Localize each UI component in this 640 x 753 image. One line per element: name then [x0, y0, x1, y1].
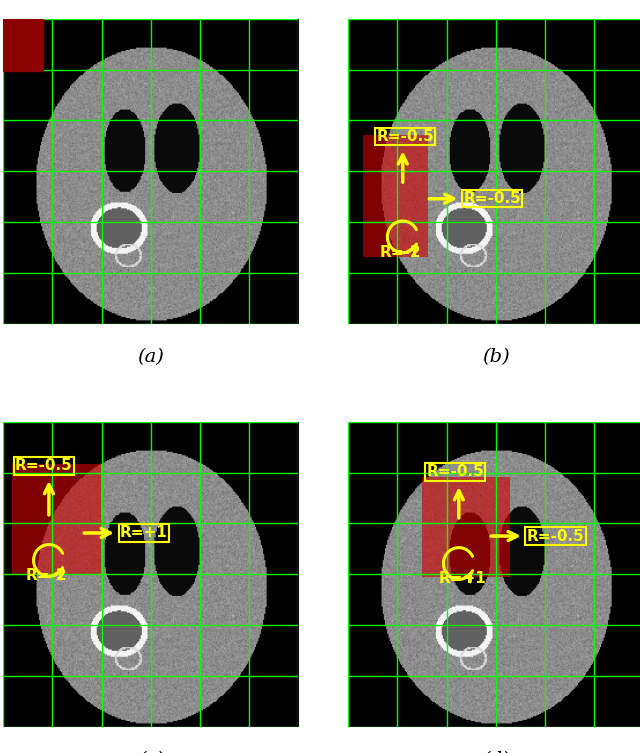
- Text: (c): (c): [138, 751, 164, 753]
- Text: R=-0.5: R=-0.5: [527, 529, 584, 544]
- Text: (b): (b): [482, 348, 509, 366]
- Text: (d): (d): [482, 751, 509, 753]
- Text: R=-0.5: R=-0.5: [376, 129, 434, 144]
- Text: R=+1: R=+1: [438, 572, 486, 587]
- Text: R=+1: R=+1: [120, 526, 168, 541]
- FancyBboxPatch shape: [3, 19, 43, 71]
- FancyBboxPatch shape: [363, 135, 428, 257]
- Text: R=-0.5: R=-0.5: [463, 191, 521, 206]
- FancyBboxPatch shape: [12, 465, 100, 575]
- Text: R=-2: R=-2: [379, 245, 420, 260]
- Text: R=-0.5: R=-0.5: [426, 465, 484, 480]
- FancyBboxPatch shape: [422, 477, 511, 578]
- Text: R=-0.5: R=-0.5: [15, 459, 73, 474]
- Text: R=-2: R=-2: [26, 569, 67, 584]
- Text: (a): (a): [138, 348, 164, 366]
